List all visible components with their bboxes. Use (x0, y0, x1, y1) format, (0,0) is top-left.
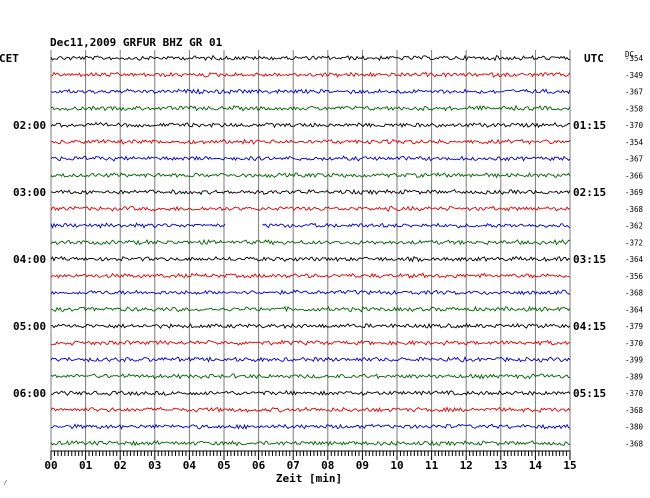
trace-10 (50, 222, 571, 229)
trace-0 (50, 54, 571, 62)
x-tick-label-14: 14 (529, 459, 543, 472)
dc-offset-14: -368 (625, 289, 644, 298)
trace-12 (50, 255, 571, 263)
dc-offset-10: -362 (625, 222, 643, 231)
dc-offset-22: -380 (625, 423, 644, 432)
right-hour-label-02:15: 02:15 (573, 186, 606, 199)
right-hour-label-03:15: 03:15 (573, 253, 606, 266)
dc-offset-16: -379 (625, 322, 643, 331)
dc-offset-9: -368 (625, 205, 644, 214)
trace-3 (50, 104, 571, 112)
x-tick-label-15: 15 (563, 459, 576, 472)
left-hour-label-02:00: 02:00 (13, 119, 46, 132)
left-hour-label-03:00: 03:00 (13, 186, 46, 199)
x-tick-label-06: 06 (252, 459, 266, 472)
trace-11 (50, 238, 571, 246)
right-hour-label-04:15: 04:15 (573, 320, 606, 333)
x-tick-label-13: 13 (494, 459, 507, 472)
trace-6 (50, 155, 571, 162)
x-tick-label-03: 03 (148, 459, 161, 472)
dc-offset-18: -399 (625, 356, 643, 365)
trace-2 (51, 88, 571, 95)
trace-4 (50, 121, 571, 129)
x-axis: 00 01 02 03 04 05 06 07 08 09 10 11 12 13 14 15 (44, 450, 577, 472)
x-tick-label-10: 10 (390, 459, 403, 472)
dc-offset-3: -358 (625, 104, 644, 113)
x-tick-label-11: 11 (425, 459, 439, 472)
x-tick-label-02: 02 (114, 459, 127, 472)
x-tick-label-08: 08 (321, 459, 334, 472)
dc-offset-11: -372 (625, 238, 643, 247)
dc-offset-2: -367 (625, 88, 643, 97)
dc-offset-21: -368 (625, 406, 644, 415)
traces: -354 -349 -367 -358 -370 -354 -367 -366 -369 -368… (50, 54, 644, 448)
dc-offset-15: -364 (625, 305, 644, 314)
dc-offset-5: -354 (625, 138, 644, 147)
dc-offset-4: -370 (625, 121, 644, 130)
trace-19 (50, 373, 570, 380)
x-tick-label-04: 04 (183, 459, 197, 472)
trace-13 (50, 272, 571, 279)
dc-label: DC (625, 50, 634, 59)
x-tick-label-07: 07 (287, 459, 300, 472)
x-axis-label: Zeit [min] (276, 472, 342, 485)
dc-offset-0: -354 (625, 54, 644, 63)
grid-lines (50, 50, 571, 451)
left-timezone-label: CET (0, 52, 19, 65)
trace-1 (50, 71, 571, 78)
corner-mark: ⁄ (3, 478, 8, 487)
trace-20 (50, 389, 571, 397)
x-tick-label-09: 09 (356, 459, 369, 472)
trace-21 (50, 406, 571, 413)
dc-offset-6: -367 (625, 155, 643, 164)
x-tick-label-01: 01 (79, 459, 93, 472)
dc-offset-23: -368 (625, 439, 644, 448)
x-tick-label-00: 00 (44, 459, 57, 472)
dc-offset-17: -370 (625, 339, 644, 348)
dc-offset-1: -349 (625, 71, 643, 80)
trace-17 (50, 339, 571, 346)
trace-15 (50, 305, 571, 313)
dc-offset-8: -369 (625, 188, 643, 197)
trace-16 (50, 322, 571, 330)
x-tick-label-05: 05 (217, 459, 230, 472)
right-timezone-label: UTC (584, 52, 604, 65)
trace-22 (50, 423, 571, 430)
trace-18 (50, 355, 571, 363)
trace-23 (50, 439, 571, 447)
chart-title: Dec11,2009 GRFUR BHZ GR 01 (50, 36, 223, 49)
right-hour-label-01:15: 01:15 (573, 119, 606, 132)
dc-offset-12: -364 (625, 255, 644, 264)
trace-14 (50, 289, 571, 296)
dc-offset-20: -370 (625, 389, 644, 398)
trace-9 (50, 205, 571, 212)
right-hour-label-05:15: 05:15 (573, 387, 606, 400)
dc-offset-7: -366 (625, 171, 644, 180)
left-hour-label-04:00: 04:00 (13, 253, 46, 266)
trace-8 (51, 188, 571, 196)
left-hour-label-06:00: 06:00 (13, 387, 46, 400)
left-hour-label-05:00: 05:00 (13, 320, 46, 333)
dc-offset-19: -389 (625, 372, 643, 381)
trace-7 (50, 171, 571, 179)
x-tick-label-12: 12 (460, 459, 473, 472)
hour-labels: 02:00 03:00 04:00 05:00 06:00 01:15 02:15 03:15… (13, 119, 606, 400)
dc-offset-13: -356 (625, 272, 644, 281)
trace-5 (50, 138, 571, 145)
